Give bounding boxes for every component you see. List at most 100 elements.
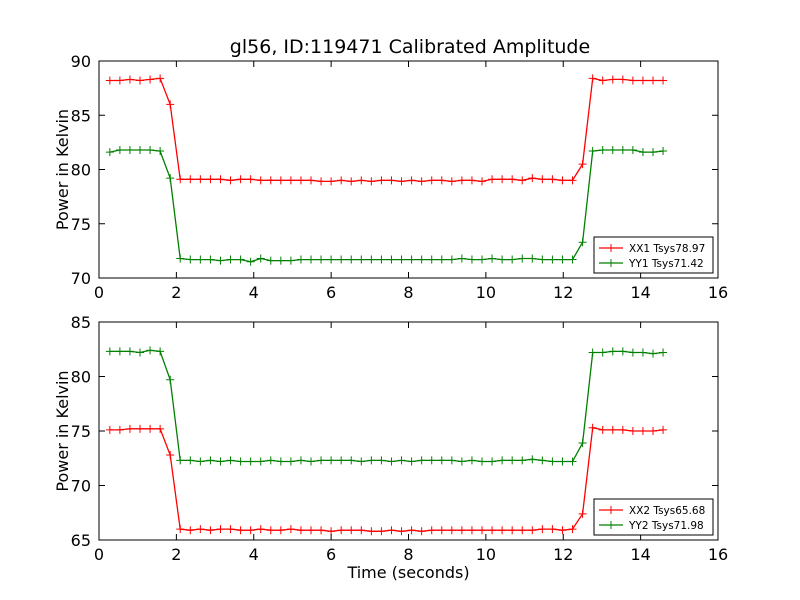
data-point [136, 348, 145, 357]
subplot-bottom: 0 2 4 6 8 10 12 14 16 65 70 75 80 85 Power in Kelvin Ti… [53, 313, 728, 582]
data-point [457, 176, 466, 185]
legend-box [593, 498, 714, 536]
data-point [618, 75, 627, 84]
data-point [467, 255, 476, 264]
data-point [427, 176, 436, 185]
data-point [427, 255, 436, 264]
data-point [447, 255, 456, 264]
x-tick-label: 16 [708, 545, 728, 564]
data-point [387, 457, 396, 466]
data-point [307, 526, 316, 535]
data-point [628, 145, 637, 154]
data-point [226, 456, 235, 465]
x-tick-label: 12 [553, 545, 573, 564]
data-point [146, 145, 155, 154]
x-tick-label: 0 [94, 545, 104, 564]
data-point [498, 175, 507, 184]
data-point [317, 456, 326, 465]
data-point [136, 145, 145, 154]
data-point [528, 455, 537, 464]
data-point [196, 175, 205, 184]
y-axis-label: Power in Kelvin [53, 109, 72, 230]
x-tick-label: 10 [476, 283, 496, 302]
legend: XX2 Tsys65.68 YY2 Tsys71.98 [593, 498, 714, 536]
y-axis-label: Power in Kelvin [53, 370, 72, 491]
data-point [417, 456, 426, 465]
data-point [236, 175, 245, 184]
data-point [327, 456, 336, 465]
data-point [146, 75, 155, 84]
data-point [105, 148, 114, 157]
data-point [226, 255, 235, 264]
data-point [558, 526, 567, 535]
legend-entry-label: XX1 Tsys78.97 [629, 243, 705, 255]
data-point [216, 256, 225, 265]
data-point [105, 425, 114, 434]
y-tick-label: 80 [71, 161, 91, 180]
x-tick-label: 6 [326, 545, 336, 564]
data-point [266, 176, 275, 185]
data-point [578, 238, 587, 247]
data-point [618, 145, 627, 154]
data-point [659, 348, 668, 357]
data-point [176, 254, 185, 263]
legend-swatch-marker [607, 521, 615, 529]
series-yy1 [105, 145, 668, 266]
data-point [266, 526, 275, 535]
data-point [367, 456, 376, 465]
data-point [186, 175, 195, 184]
data-point [216, 525, 225, 534]
data-point [236, 526, 245, 535]
data-point [659, 76, 668, 85]
x-tick-label: 8 [403, 283, 413, 302]
data-point [538, 175, 547, 184]
data-point [156, 347, 165, 356]
data-point [397, 255, 406, 264]
data-point [387, 255, 396, 264]
subplot-top: 0 2 4 6 8 10 12 14 16 70 75 80 85 90 Power in Kelvin XX… [53, 52, 728, 302]
data-point [568, 255, 577, 264]
data-point [206, 255, 215, 264]
data-point [256, 254, 265, 263]
data-point [216, 457, 225, 466]
data-point [377, 456, 386, 465]
data-point [578, 438, 587, 447]
data-point [156, 74, 165, 83]
data-point [659, 425, 668, 434]
data-point [508, 526, 517, 535]
data-point [568, 457, 577, 466]
data-point [649, 148, 658, 157]
data-point [518, 176, 527, 185]
data-point [367, 527, 376, 536]
data-point [337, 255, 346, 264]
x-tick-label: 4 [249, 545, 259, 564]
data-point [397, 527, 406, 536]
data-point [498, 526, 507, 535]
data-point [578, 160, 587, 169]
y-tick-label: 70 [71, 269, 91, 288]
data-point [357, 457, 366, 466]
data-point [176, 175, 185, 184]
data-point [166, 450, 175, 459]
data-point [246, 526, 255, 535]
data-point [528, 254, 537, 263]
x-axis-label: Time (seconds) [346, 563, 469, 582]
data-point [367, 177, 376, 186]
data-point [659, 147, 668, 156]
x-tick-label: 14 [630, 545, 650, 564]
data-point [136, 424, 145, 433]
series-yy2 [105, 346, 668, 466]
data-point [498, 456, 507, 465]
data-point [528, 174, 537, 183]
data-point [608, 347, 617, 356]
data-point [457, 254, 466, 263]
data-point [548, 525, 557, 534]
y-tick-label: 80 [71, 368, 91, 387]
data-point [548, 457, 557, 466]
data-point [598, 425, 607, 434]
legend-box [593, 236, 714, 274]
data-point [236, 457, 245, 466]
data-point [307, 457, 316, 466]
data-point [538, 255, 547, 264]
